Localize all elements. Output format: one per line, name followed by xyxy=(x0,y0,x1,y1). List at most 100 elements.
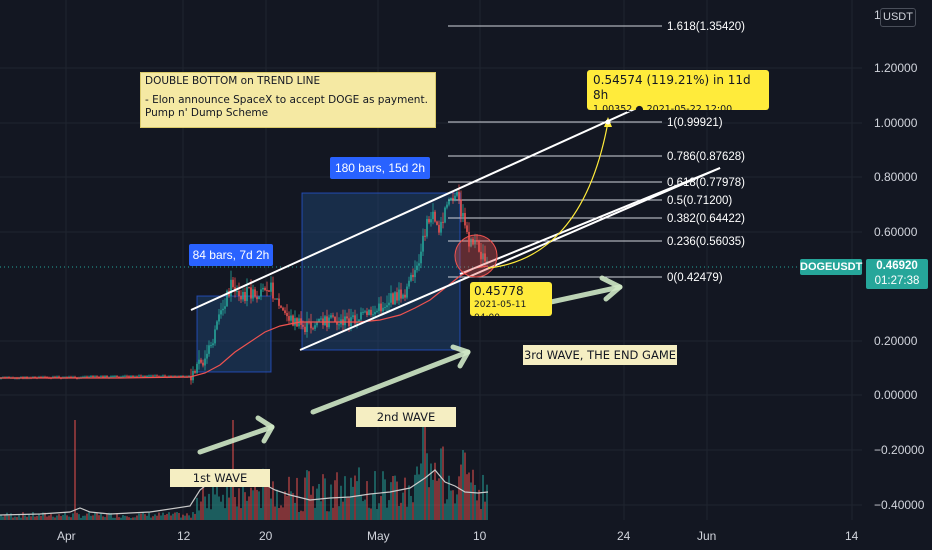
volume-bar xyxy=(322,474,324,520)
volume-bar xyxy=(400,502,402,520)
volume-bar xyxy=(164,515,166,520)
candle-body xyxy=(88,376,90,378)
candle-body xyxy=(338,324,340,326)
volume-bar xyxy=(54,517,56,520)
candle-body xyxy=(454,195,456,200)
candle-body xyxy=(478,240,480,252)
volume-bar xyxy=(108,512,110,520)
fib-retracement[interactable] xyxy=(448,25,662,278)
volume-bar xyxy=(312,486,314,520)
candle-body xyxy=(214,329,216,344)
volume-bar xyxy=(348,497,350,520)
candle-body xyxy=(106,375,108,378)
candle-body xyxy=(444,207,446,223)
volume-bar xyxy=(398,505,400,520)
volume-bar xyxy=(378,503,380,520)
candle-body xyxy=(54,376,56,378)
target-point xyxy=(605,119,611,125)
volume-bar xyxy=(368,507,370,520)
time-axis[interactable]: Apr 12 20 May 10 24 Jun 14 xyxy=(57,529,859,543)
date-range-box-2[interactable] xyxy=(301,192,461,351)
volume-bar xyxy=(476,500,478,520)
double-bottom-highlight[interactable] xyxy=(454,234,498,278)
candle-body xyxy=(332,315,334,317)
volume-bar xyxy=(142,512,144,520)
volume-bar xyxy=(356,481,358,520)
candle-body xyxy=(148,375,150,377)
annotation-note[interactable]: DOUBLE BOTTOM on TREND LINE - Elon annou… xyxy=(140,72,436,128)
volume-bar xyxy=(406,506,408,520)
candle-body xyxy=(224,306,226,309)
candle-body xyxy=(118,376,120,378)
candle-body xyxy=(452,197,454,200)
y-axis-label: 0.60000 xyxy=(874,225,918,239)
y-axis-label: 0.20000 xyxy=(874,334,918,348)
candle-body xyxy=(354,315,356,324)
volume-bar xyxy=(80,517,82,520)
candle-body xyxy=(334,316,336,322)
volume-bar xyxy=(336,472,338,520)
volume-bar xyxy=(334,480,336,520)
candle-body xyxy=(256,296,258,300)
candle-body xyxy=(92,376,94,378)
volume-bar xyxy=(262,468,264,520)
volume-bar xyxy=(300,510,302,520)
candle-body xyxy=(190,376,192,381)
volume-bar xyxy=(370,508,372,520)
candle-body xyxy=(168,376,170,378)
volume-bar xyxy=(254,486,256,520)
candle-body xyxy=(466,225,468,232)
candle-body xyxy=(194,370,196,373)
price-point-label[interactable]: 0.45778 2021-05-11 04:00 xyxy=(470,282,552,323)
volume-bar xyxy=(36,516,38,520)
date-range-label-2: 180 bars, 15d 2h xyxy=(330,157,430,179)
candle-body xyxy=(396,292,398,301)
volume-bar xyxy=(122,515,124,520)
price-axis[interactable]: 1.20000 1.00000 0.80000 0.60000 0.20000 … xyxy=(874,61,925,512)
projection-curve[interactable] xyxy=(487,121,609,269)
candle-body xyxy=(366,311,368,316)
volume-bar xyxy=(478,489,480,520)
volume-bar xyxy=(184,515,186,520)
candle-body xyxy=(482,253,484,260)
trend-channel[interactable] xyxy=(190,101,721,351)
wave-label-1[interactable]: 1st WAVE xyxy=(170,469,270,487)
volume-bar xyxy=(28,514,30,520)
candle-body xyxy=(260,289,262,297)
candle-body xyxy=(476,240,478,242)
candle-body xyxy=(254,289,256,297)
candle-body xyxy=(162,375,164,377)
candle-body xyxy=(132,375,134,377)
candle-body xyxy=(232,279,234,288)
volume-bar xyxy=(74,420,76,520)
wave-arrows[interactable] xyxy=(197,275,623,455)
candle-body xyxy=(248,287,250,289)
volume-bar xyxy=(212,471,214,520)
projection-label[interactable]: 0.54574 (119.21%) in 11d 8h 1.00352 ● 20… xyxy=(587,70,769,115)
candle-body xyxy=(446,204,448,208)
volume-bar xyxy=(318,483,320,520)
volume-bar xyxy=(388,500,390,520)
volume-bar xyxy=(84,515,86,520)
candle-body xyxy=(480,251,482,260)
volume-bar xyxy=(224,508,226,520)
wave-label-2[interactable]: 2nd WAVE xyxy=(356,407,456,427)
volume-bar xyxy=(222,494,224,520)
candle-body xyxy=(428,219,430,223)
volume-bar xyxy=(366,481,368,520)
date-range-box-1[interactable] xyxy=(196,295,272,373)
fib-label-0382: 0.382(0.64422) xyxy=(667,213,745,225)
currency-badge[interactable]: USDT xyxy=(880,8,916,27)
volume-bar xyxy=(146,515,148,520)
candle-body xyxy=(258,296,260,300)
candle-body xyxy=(426,219,428,237)
volume-bar xyxy=(188,515,190,520)
volume-bar xyxy=(186,513,188,520)
wave-label-3[interactable]: 3rd WAVE, THE END GAME xyxy=(523,345,677,365)
volume-bar xyxy=(220,501,222,520)
candle-body xyxy=(404,294,406,298)
volume-bar xyxy=(98,515,100,520)
volume-bar xyxy=(434,462,436,520)
candle-body xyxy=(72,376,74,378)
projection-target: 1.00352 ● 2021-05-22 12:00 xyxy=(593,104,733,115)
